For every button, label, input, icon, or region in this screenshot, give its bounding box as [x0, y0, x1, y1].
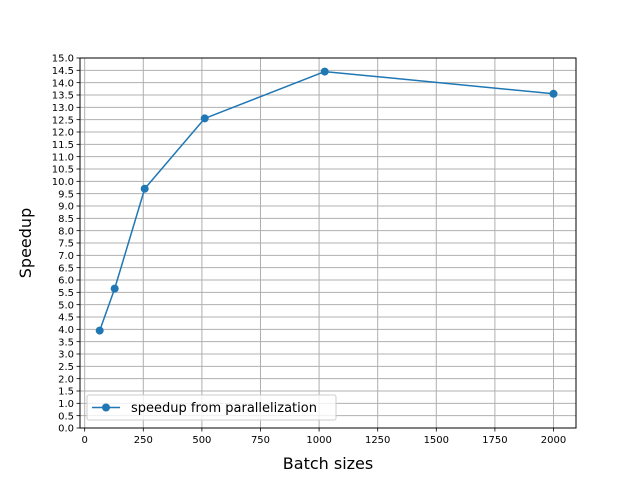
y-tick-label: 4.0 — [58, 325, 74, 336]
y-tick-label: 14.5 — [52, 66, 74, 77]
y-tick-label: 10.5 — [52, 165, 74, 176]
y-tick-label: 1.5 — [58, 387, 74, 398]
grid — [80, 57, 576, 429]
data-point — [549, 89, 558, 98]
y-tick-label: 3.0 — [58, 350, 74, 361]
x-axis-ticks: 0 250 500 750 1000 1250 1500 1750 2000 — [82, 428, 566, 446]
legend-box — [86, 394, 337, 421]
x-tick-label: 500 — [192, 435, 211, 446]
y-axis-ticks: 0.0 0.51.01.5 2.02.53.0 3.54.04.5 5.05.56.0 6… — [52, 54, 80, 435]
y-tick-label: 8.0 — [58, 226, 74, 237]
legend: speedup from parallelization — [86, 394, 337, 421]
y-tick-label: 11.0 — [52, 152, 74, 163]
data-point — [200, 114, 209, 123]
y-tick-label: 15.0 — [52, 54, 74, 65]
y-tick-label: 4.5 — [58, 313, 74, 324]
series-layer — [95, 67, 558, 335]
y-tick-label: 11.5 — [52, 140, 74, 151]
y-tick-label: 12.5 — [52, 115, 74, 126]
y-tick-label: 13.0 — [52, 103, 74, 114]
y-tick-label: 1.0 — [58, 399, 74, 410]
legend-marker-swatch — [102, 403, 110, 412]
x-tick-label: 1250 — [365, 435, 390, 446]
y-tick-label: 6.0 — [58, 276, 74, 287]
y-tick-label: 7.5 — [58, 239, 74, 250]
y-tick-label: 9.0 — [58, 202, 74, 213]
x-tick-label: 250 — [134, 435, 153, 446]
x-tick-label: 1500 — [424, 435, 449, 446]
y-tick-label: 2.0 — [58, 374, 74, 385]
x-tick-label: 1750 — [482, 435, 507, 446]
y-tick-label: 12.0 — [52, 128, 74, 139]
y-tick-label: 13.5 — [52, 91, 74, 102]
y-tick-label: 2.5 — [58, 362, 74, 373]
y-tick-label: 5.0 — [58, 300, 74, 311]
x-tick-label: 750 — [251, 435, 270, 446]
y-tick-label: 5.5 — [58, 288, 74, 299]
x-tick-label: 2000 — [541, 435, 566, 446]
series-line — [98, 70, 554, 331]
x-tick-label: 0 — [82, 435, 88, 446]
data-point — [110, 284, 119, 293]
y-tick-label: 10.0 — [52, 177, 74, 188]
y-tick-label: 9.5 — [58, 189, 74, 200]
y-tick-label: 3.5 — [58, 337, 74, 348]
x-axis-label: Batch sizes — [283, 454, 373, 473]
data-point — [140, 184, 149, 193]
data-point — [95, 326, 104, 335]
data-point — [320, 67, 329, 76]
y-axis-label: Speedup — [16, 208, 35, 278]
y-tick-label: 0.0 — [58, 424, 74, 435]
y-tick-label: 14.0 — [52, 78, 74, 89]
x-tick-label: 1000 — [306, 435, 331, 446]
y-tick-label: 8.5 — [58, 214, 74, 225]
y-tick-label: 0.5 — [58, 411, 74, 422]
y-tick-label: 7.0 — [58, 251, 74, 262]
legend-label: speedup from parallelization — [131, 401, 317, 416]
y-tick-label: 6.5 — [58, 263, 74, 274]
